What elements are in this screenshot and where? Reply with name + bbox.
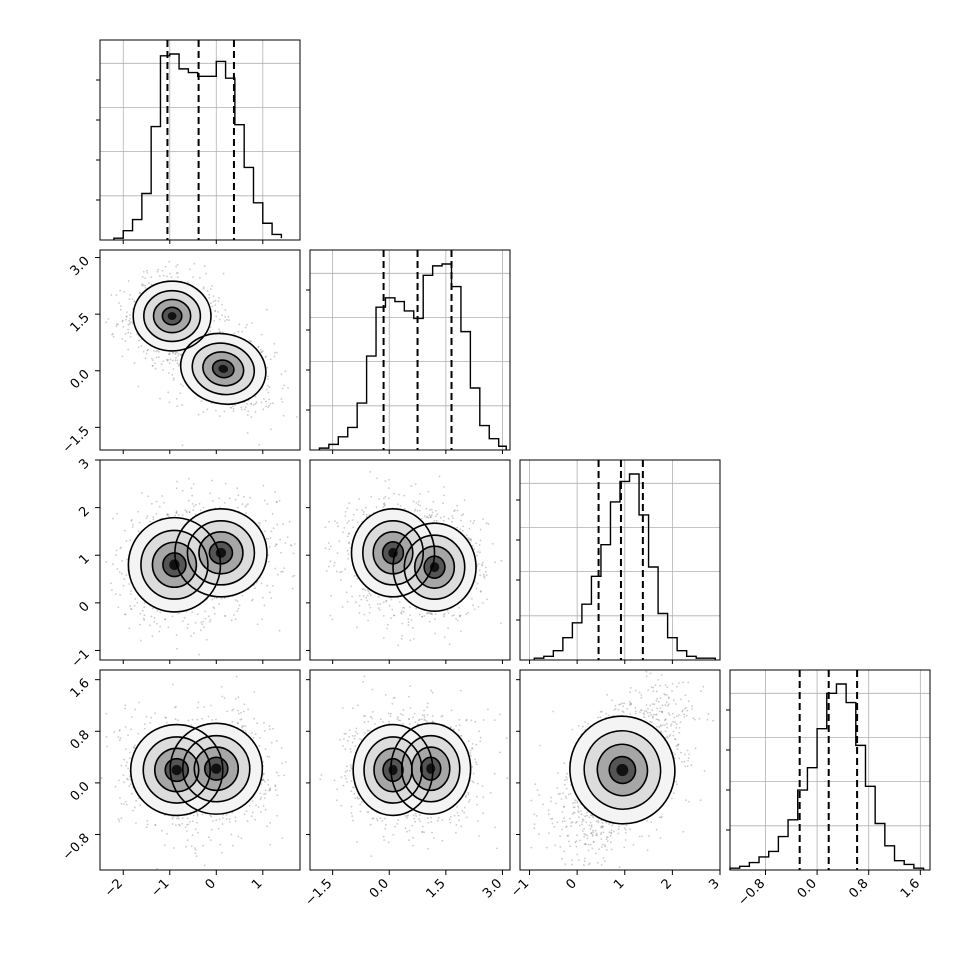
contour-1-0-3-0 — [161, 306, 183, 326]
density-level-3-0-4-1 — [211, 763, 222, 774]
joint-frame-1-0 — [99, 249, 301, 451]
contour-3-1-1-1 — [400, 734, 461, 803]
joint-frame-2-0 — [99, 459, 301, 661]
hist-step-0 — [113, 53, 283, 240]
contour-2-1-2-0 — [372, 531, 414, 575]
contour-2-1-1-0 — [362, 520, 425, 586]
contour-2-1-0-1 — [392, 522, 477, 612]
contour-3-0-2-0 — [153, 747, 200, 793]
contour-2-0-2-0 — [151, 541, 198, 589]
density-level-3-2-4-0 — [616, 763, 629, 777]
joint-panel-2-0 — [99, 459, 301, 661]
contour-3-0-1-1 — [181, 734, 251, 803]
contour-1-0-0-1 — [179, 332, 267, 405]
joint-frame-3-2 — [519, 669, 721, 871]
contour-3-1-2-1 — [410, 746, 451, 792]
density-level-3-0-4-0 — [171, 764, 182, 776]
joint-frame-2-1 — [309, 459, 511, 661]
contour-1-0-1-0 — [143, 289, 202, 343]
density-level-1-0-4-1 — [218, 364, 229, 373]
contour-2-1-0-0 — [350, 508, 436, 598]
contour-2-1-1-1 — [403, 534, 466, 600]
hist-panel-0 — [96, 39, 301, 241]
contour-3-2-1-0 — [583, 730, 662, 810]
contour-3-2-3-0 — [608, 755, 637, 785]
contour-3-0-3-0 — [164, 757, 190, 783]
contour-1-0-0-0 — [132, 280, 212, 352]
contour-1-0-2-0 — [152, 298, 192, 334]
contour-2-0-1-0 — [140, 529, 209, 600]
hist-step-3 — [729, 683, 925, 870]
contour-2-0-2-1 — [198, 531, 244, 575]
contour-2-0-3-1 — [208, 541, 234, 565]
joint-panel-1-0 — [99, 249, 301, 451]
contour-3-1-0-0 — [352, 723, 434, 817]
contour-3-0-2-1 — [193, 746, 240, 792]
joint-frame-3-1 — [309, 669, 511, 871]
contour-2-0-1-1 — [186, 520, 256, 586]
joint-frame-3-0 — [99, 669, 301, 871]
contour-2-0-3-0 — [162, 552, 187, 578]
hist-panel-1 — [306, 249, 511, 451]
contour-2-1-2-1 — [413, 545, 456, 589]
hist-panel-2 — [516, 459, 721, 661]
contour-1-0-2-1 — [202, 351, 245, 387]
contour-3-1-3-1 — [419, 756, 442, 781]
density-level-3-1-4-0 — [388, 764, 398, 776]
hist-step-2 — [533, 473, 716, 660]
contour-3-1-1-0 — [363, 736, 423, 804]
hist-panel-3 — [726, 669, 931, 871]
contour-3-0-0-1 — [169, 722, 264, 815]
contour-3-0-1-0 — [142, 736, 212, 804]
joint-panel-2-1 — [309, 459, 511, 661]
joint-panel-3-1 — [309, 669, 511, 871]
joint-panel-3-0 — [99, 669, 301, 871]
contour-1-0-1-1 — [191, 342, 256, 396]
hist-step-1 — [318, 263, 507, 450]
contour-3-1-3-0 — [382, 757, 404, 783]
contour-3-1-0-1 — [390, 722, 472, 815]
hist-frame-3 — [729, 669, 931, 871]
hist-frame-0 — [99, 39, 301, 241]
density-level-1-0-4-0 — [167, 312, 177, 321]
contour-3-0-0-0 — [129, 723, 224, 817]
contour-2-0-0-0 — [127, 516, 222, 613]
density-level-3-1-4-1 — [426, 763, 436, 774]
hist-frame-1 — [309, 249, 511, 451]
contour-3-0-3-1 — [203, 756, 229, 781]
contour-3-2-2-0 — [596, 743, 649, 797]
contour-2-1-3-1 — [423, 555, 446, 579]
joint-panel-3-2 — [519, 669, 721, 871]
contour-1-0-3-1 — [211, 359, 235, 379]
contour-2-1-3-0 — [381, 541, 405, 565]
contour-3-2-0-0 — [569, 715, 676, 825]
hist-frame-2 — [519, 459, 721, 661]
